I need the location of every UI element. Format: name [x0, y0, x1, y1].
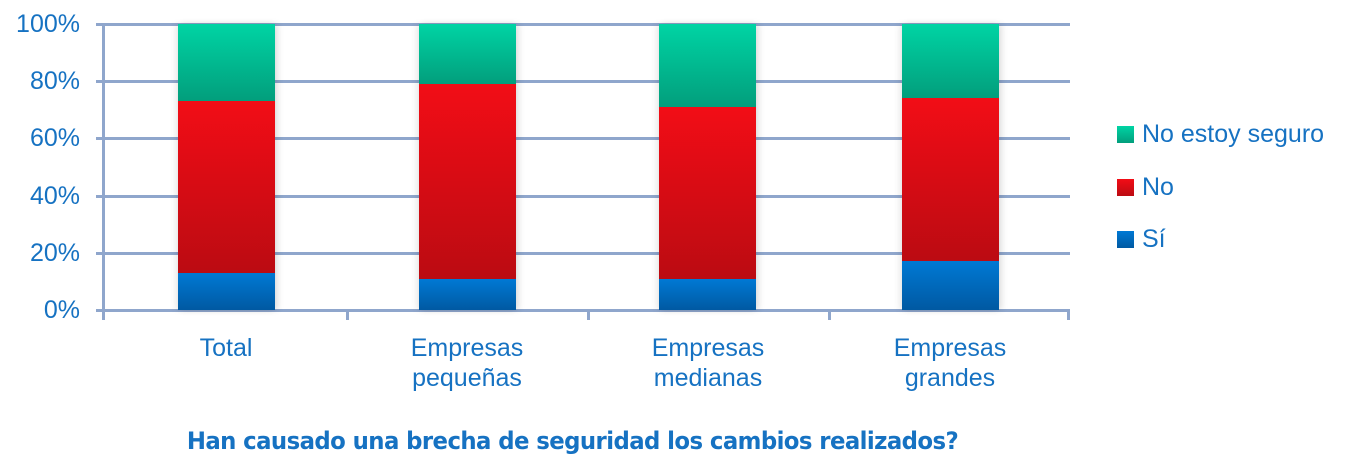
x-axis: [96, 309, 1070, 312]
bar-segment-no-estoy-seguro: [178, 24, 275, 102]
y-tick-40: 40%: [29, 182, 80, 210]
y-axis: [102, 24, 105, 320]
bar-segment-si: [178, 272, 275, 310]
x-tick: [346, 311, 349, 320]
y-tick-0: 0%: [43, 296, 80, 324]
x-tick: [1067, 311, 1070, 320]
gridline-20: [96, 252, 1070, 255]
x-label-pequenas: Empresas pequeñas: [410, 334, 524, 392]
bar-segment-no-estoy-seguro: [659, 24, 756, 107]
legend-swatch-icon: [1117, 125, 1134, 143]
bar-segment-no: [659, 106, 756, 279]
bar-1: [419, 24, 516, 310]
legend-item-si: Sí: [1117, 224, 1166, 254]
x-tick: [587, 311, 590, 320]
legend-item-no-estoy-seguro: No estoy seguro: [1117, 119, 1324, 149]
gridline-40: [96, 195, 1070, 198]
x-label-grandes: Empresas grandes: [893, 334, 1007, 392]
bar-segment-no: [902, 98, 999, 262]
bar-segment-si: [659, 278, 756, 310]
bar-segment-no-estoy-seguro: [419, 24, 516, 85]
y-tick-20: 20%: [29, 239, 80, 267]
gridline-60: [96, 137, 1070, 140]
gridline-80: [96, 80, 1070, 83]
bar-3: [902, 24, 999, 310]
bar-0: [178, 24, 275, 310]
bar-2: [659, 24, 756, 310]
bar-segment-no: [178, 101, 275, 273]
chart-title: Han causado una brecha de seguridad los …: [186, 427, 959, 455]
y-tick-60: 60%: [29, 124, 80, 152]
legend-swatch-icon: [1117, 178, 1134, 196]
y-tick-80: 80%: [29, 67, 80, 95]
legend-swatch-icon: [1117, 230, 1134, 248]
x-label-total: Total: [199, 334, 253, 362]
x-tick: [828, 311, 831, 320]
y-tick-100: 100%: [16, 10, 80, 38]
bar-segment-no-estoy-seguro: [902, 24, 999, 99]
bar-segment-si: [419, 278, 516, 310]
x-label-medianas: Empresas medianas: [651, 334, 765, 392]
bar-segment-si: [902, 261, 999, 310]
gridline-100: [96, 23, 1070, 26]
legend-item-no: No: [1117, 172, 1174, 202]
bar-segment-no: [419, 84, 516, 279]
